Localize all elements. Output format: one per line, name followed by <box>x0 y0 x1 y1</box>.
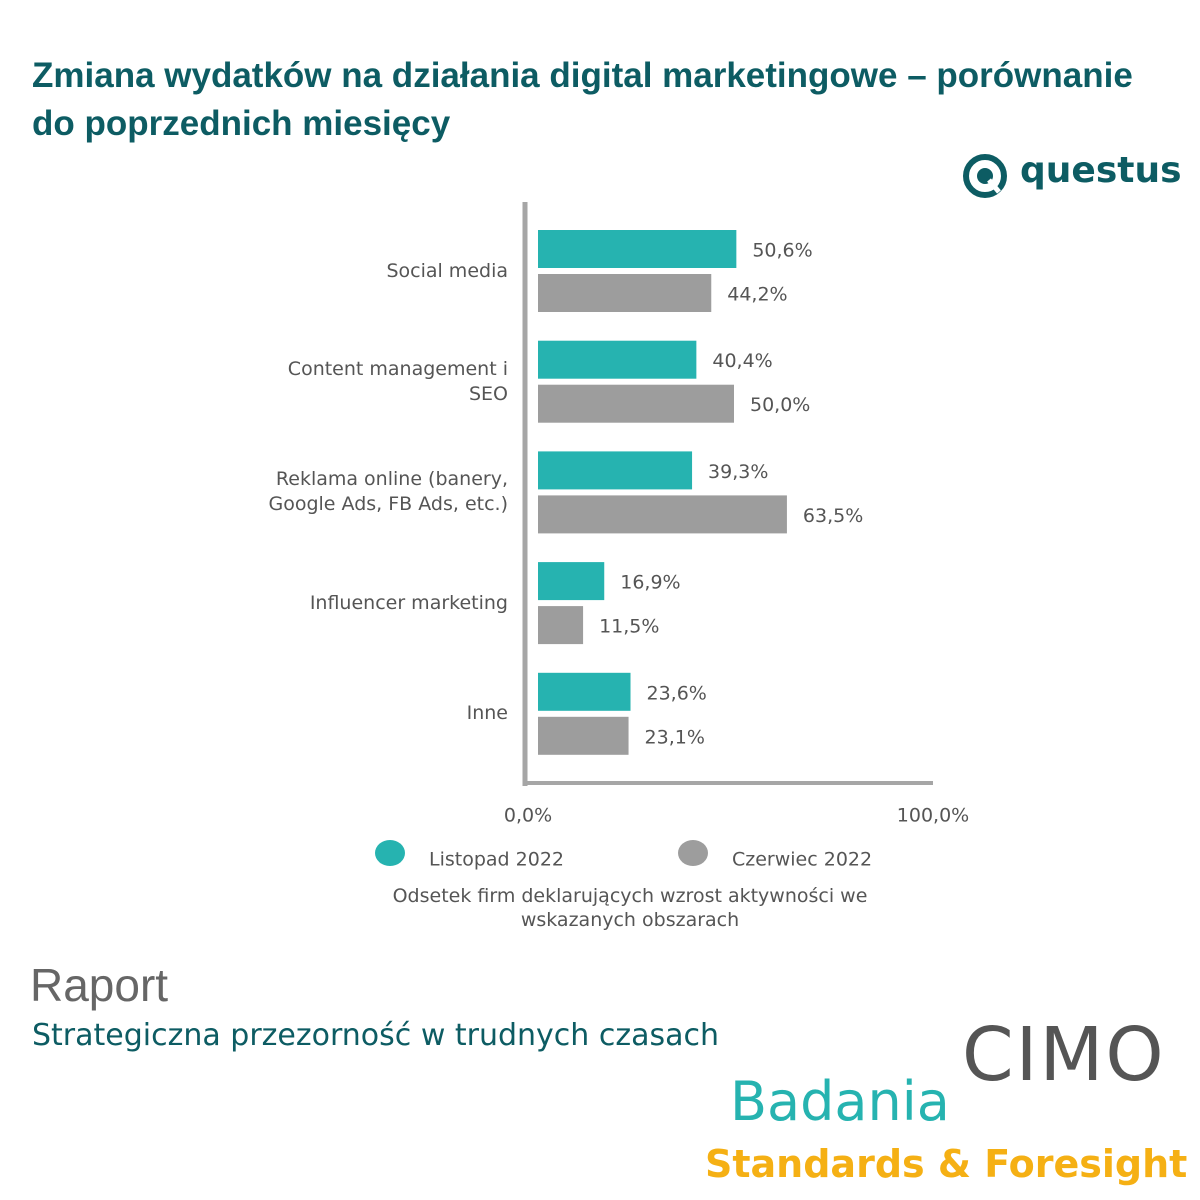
bar <box>538 716 629 755</box>
report-title: Strategiczna przezorność w trudnych czas… <box>32 1018 719 1053</box>
value-label: 50,6% <box>752 240 812 262</box>
brand: CIMO <box>962 1012 1166 1098</box>
value-label: 11,5% <box>599 616 659 638</box>
x-tick-label: 0,0% <box>504 805 552 827</box>
value-label: 39,3% <box>708 461 768 483</box>
value-label: 50,0% <box>750 394 810 416</box>
bar <box>538 562 605 601</box>
bar <box>538 672 631 711</box>
value-label: 16,9% <box>620 572 680 594</box>
logo-ring <box>963 154 1007 198</box>
logo-cut <box>987 178 1001 194</box>
brand-line1: Badania <box>730 1070 950 1133</box>
bar <box>538 606 584 645</box>
bar <box>538 340 697 379</box>
legend-swatch <box>375 840 405 866</box>
legend-swatch <box>678 840 708 866</box>
report-label: Raport <box>30 959 169 1011</box>
value-label: 23,1% <box>645 726 705 748</box>
category-label: Reklama online (banery, Google Ads, FB A… <box>268 468 509 516</box>
brand-line2: Standards & Foresight <box>705 1142 1188 1186</box>
category-label: Social media <box>386 259 508 282</box>
x-axis-label: Odsetek firm deklarujących wzrost aktywn… <box>392 885 868 931</box>
bar <box>538 495 787 534</box>
logo-text: questus <box>1020 150 1182 191</box>
value-label: 23,6% <box>647 682 707 704</box>
category-label: Influencer marketing <box>309 591 508 614</box>
value-label: 44,2% <box>727 284 787 306</box>
category-label: Inne <box>466 702 508 725</box>
chart: 0,0% 100,0% 50,6% 44,2% 40,4% 50,0% 39,3% 63,5%… <box>375 202 969 871</box>
chart-title: Zmiana wydatków na działania digital mar… <box>32 56 1133 143</box>
logo-icon <box>963 154 1007 198</box>
value-label: 63,5% <box>803 505 863 527</box>
bar <box>538 230 737 268</box>
category-label: Content management i SEO <box>287 357 508 405</box>
bar <box>538 451 693 490</box>
bar <box>538 274 712 312</box>
legend-label: Listopad 2022 <box>429 849 564 871</box>
bar <box>538 384 734 423</box>
x-tick-label: 100,0% <box>897 805 969 827</box>
legend-label: Czerwiec 2022 <box>732 849 872 871</box>
value-label: 40,4% <box>712 350 772 372</box>
